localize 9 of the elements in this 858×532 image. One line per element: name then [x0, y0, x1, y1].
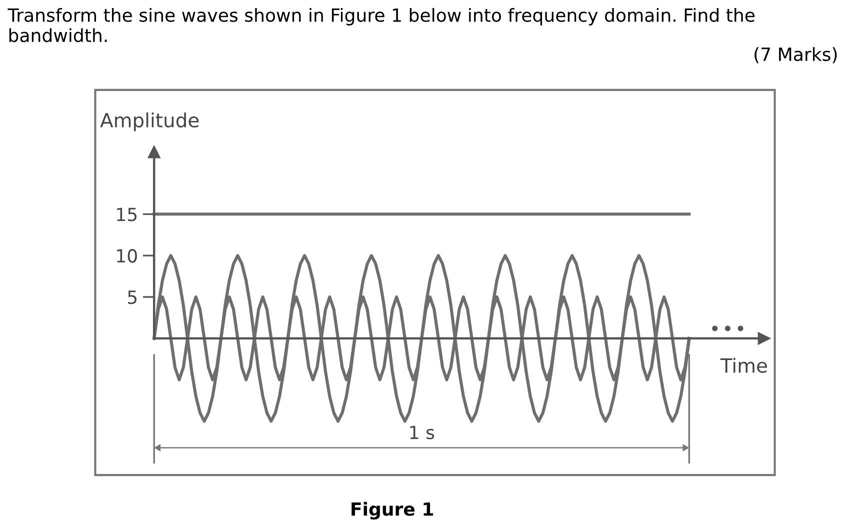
x-axis-title: Time	[720, 358, 767, 373]
annotation: 1 s	[410, 426, 434, 440]
chart-title: Transform the sine waves shown in Figure 1 below into frequency domain. Find the bandwidth.	[8, 8, 755, 42]
caption: Figure 1	[352, 502, 434, 520]
text: (7 Marks)	[754, 47, 837, 64]
y-tick-label: 15	[117, 208, 137, 222]
y-axis-title: Amplitude	[100, 112, 199, 132]
y-tick-label: 5	[128, 290, 137, 304]
y-tick-label: 10	[117, 249, 137, 263]
